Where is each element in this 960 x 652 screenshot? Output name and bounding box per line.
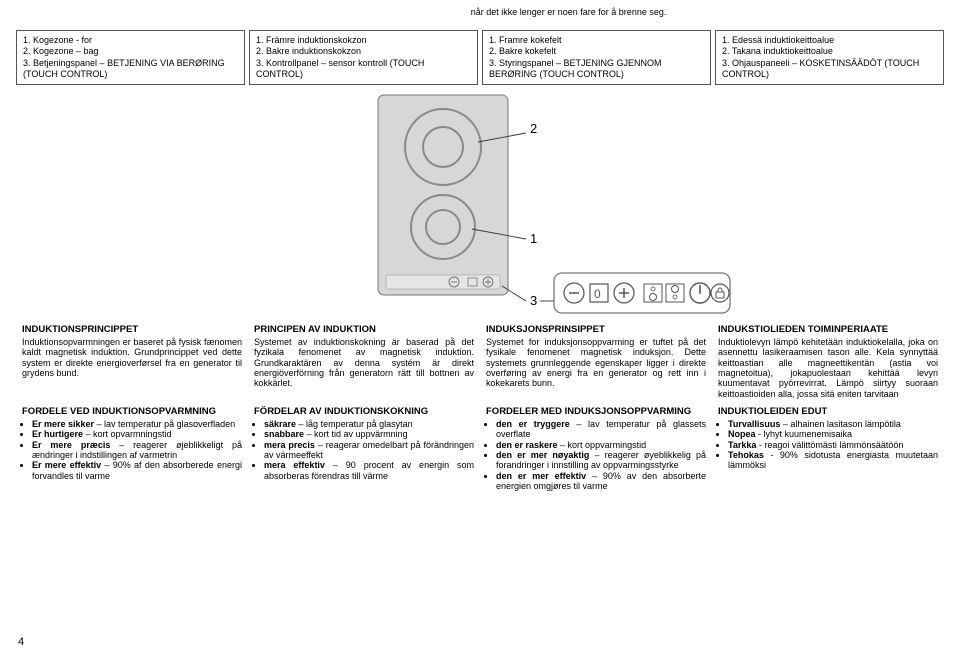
top-fragment-row: når det ikke lenger er noen fare for å b… <box>16 8 944 26</box>
advantages-row: FORDELE VED INDUKTIONSOPVARMNING Er mere… <box>16 405 944 496</box>
adv-c1: FORDELE VED INDUKTIONSOPVARMNING Er mere… <box>16 405 248 496</box>
label-1: 1 <box>530 231 537 246</box>
adv-c4-ul: Turvallisuus – alhainen lasitason lämpöt… <box>718 419 938 471</box>
principle-c3-h: INDUKSJONSPRINSIPPET <box>486 325 706 336</box>
adv-c3: FORDELER MED INDUKSJONSOPPVARMING den er… <box>480 405 712 496</box>
adv-c2-ul: säkrare – låg temperatur på glasytan sna… <box>254 419 474 481</box>
principle-c1-p: Induktionsopvarmningen er baseret på fys… <box>22 337 242 378</box>
list-item: Er mere sikker – lav temperatur på glaso… <box>32 419 242 429</box>
adv-c1-ul: Er mere sikker – lav temperatur på glaso… <box>22 419 242 481</box>
principle-c2-p: Systemet av induktionskokning är baserad… <box>254 337 474 389</box>
legend-c4-l2: 2. Takana induktiokeittoalue <box>722 46 937 57</box>
legend-c3-l1: 1. Framre kokefelt <box>489 35 704 46</box>
list-item: Er mere præcis – reagerer øjeblikkeligt … <box>32 440 242 461</box>
list-item: Nopea - lyhyt kuumenemisaika <box>728 429 938 439</box>
legend-c1-l2: 2. Kogezone – bag <box>23 46 238 57</box>
svg-text:0: 0 <box>594 287 601 301</box>
list-item: den er mer effektiv – 90% av den absorbe… <box>496 471 706 492</box>
legend-c3-l2: 2. Bakre kokefelt <box>489 46 704 57</box>
adv-c2-h: FÖRDELAR AV INDUKTIONSKOKNING <box>254 407 474 418</box>
cooktop-svg: 2 1 3 0 <box>220 89 740 319</box>
principle-c4-h: INDUKSTIOLIEDEN TOIMINPERIAATE <box>718 325 938 336</box>
list-item: Er hurtigere – kort opvarmningstid <box>32 429 242 439</box>
top-fragment-text: når det ikke lenger er noen fare for å b… <box>471 8 684 18</box>
principle-c3-p: Systemet for induksjonsoppvarming er tuf… <box>486 337 706 389</box>
list-item: säkrare – låg temperatur på glasytan <box>264 419 474 429</box>
list-item: Tehokas - 90% sidotusta energiasta muute… <box>728 450 938 471</box>
page-number: 4 <box>18 636 24 648</box>
adv-c3-h: FORDELER MED INDUKSJONSOPPVARMING <box>486 407 706 418</box>
legend-row: 1. Kogezone - for 2. Kogezone – bag 3. B… <box>16 30 944 85</box>
legend-c4-l1: 1. Edessä induktiokeittoalue <box>722 35 937 46</box>
legend-c2-l1: 1. Främre induktionskokzon <box>256 35 471 46</box>
legend-col-4: 1. Edessä induktiokeittoalue 2. Takana i… <box>715 30 944 85</box>
legend-c4-l3: 3. Ohjauspaneeli – KOSKETINSÄÄDÖT (TOUCH… <box>722 58 937 81</box>
legend-col-3: 1. Framre kokefelt 2. Bakre kokefelt 3. … <box>482 30 711 85</box>
adv-c3-ul: den er tryggere – lav temperatur på glas… <box>486 419 706 491</box>
legend-c2-l3: 3. Kontrollpanel – sensor kontroll (TOUC… <box>256 58 471 81</box>
adv-c2: FÖRDELAR AV INDUKTIONSKOKNING säkrare – … <box>248 405 480 496</box>
list-item: mera effektiv – 90 procent av energin so… <box>264 460 474 481</box>
principle-c4-p: Induktiolevyn lämpö kehitetään induktiok… <box>718 337 938 399</box>
principle-c1-h: INDUKTIONSPRINCIPPET <box>22 325 242 336</box>
label-3: 3 <box>530 293 537 308</box>
list-item: Tarkka - reagoi välittömästi lämmönsäätö… <box>728 440 938 450</box>
legend-col-1: 1. Kogezone - for 2. Kogezone – bag 3. B… <box>16 30 245 85</box>
principle-row: INDUKTIONSPRINCIPPET Induktionsopvarmnin… <box>16 323 944 403</box>
legend-c2-l2: 2. Bakre induktionskokzon <box>256 46 471 57</box>
principle-c4: INDUKSTIOLIEDEN TOIMINPERIAATE Induktiol… <box>712 323 944 403</box>
principle-c2-h: PRINCIPEN AV INDUKTION <box>254 325 474 336</box>
adv-c4-h: INDUKTIOLEIDEN EDUT <box>718 407 938 418</box>
cooktop-diagram: 2 1 3 0 <box>16 89 944 319</box>
legend-c1-l1: 1. Kogezone - for <box>23 35 238 46</box>
principle-c2: PRINCIPEN AV INDUKTION Systemet av induk… <box>248 323 480 403</box>
list-item: snabbare – kort tid av uppvärmning <box>264 429 474 439</box>
principle-c3: INDUKSJONSPRINSIPPET Systemet for induks… <box>480 323 712 403</box>
list-item: Er mere effektiv – 90% af den absorbered… <box>32 460 242 481</box>
principle-c1: INDUKTIONSPRINCIPPET Induktionsopvarmnin… <box>16 323 248 403</box>
adv-c4: INDUKTIOLEIDEN EDUT Turvallisuus – alhai… <box>712 405 944 496</box>
list-item: den er tryggere – lav temperatur på glas… <box>496 419 706 440</box>
list-item: den er mer nøyaktig – reagerer øyeblikke… <box>496 450 706 471</box>
list-item: den er raskere – kort oppvarmingstid <box>496 440 706 450</box>
label-2: 2 <box>530 121 537 136</box>
list-item: Turvallisuus – alhainen lasitason lämpöt… <box>728 419 938 429</box>
adv-c1-h: FORDELE VED INDUKTIONSOPVARMNING <box>22 407 242 418</box>
legend-c1-l3: 3. Betjeningspanel – BETJENING VIA BERØR… <box>23 58 238 81</box>
list-item: mera precis – reagerar omedelbart på för… <box>264 440 474 461</box>
legend-col-2: 1. Främre induktionskokzon 2. Bakre indu… <box>249 30 478 85</box>
legend-c3-l3: 3. Styringspanel – BETJENING GJENNOM BER… <box>489 58 704 81</box>
